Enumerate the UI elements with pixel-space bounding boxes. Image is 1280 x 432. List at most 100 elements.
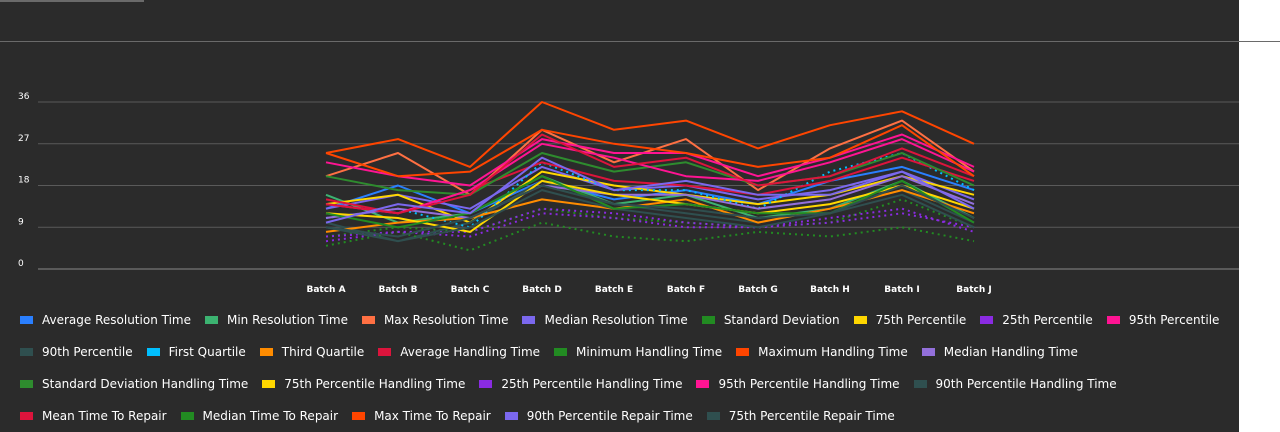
legend-item[interactable]: Maximum Handling Time xyxy=(736,338,908,366)
legend-label: Mean Time To Repair xyxy=(42,409,167,423)
y-axis-ticks: 0 9 18 27 36 xyxy=(18,92,30,269)
series-line-22[interactable] xyxy=(325,124,975,178)
series-line-13[interactable] xyxy=(325,101,975,168)
series-line-9[interactable] xyxy=(325,152,975,229)
legend-item[interactable]: 25th Percentile xyxy=(980,306,1093,334)
legend-item[interactable]: Standard Deviation Handling Time xyxy=(20,370,248,398)
legend-swatch xyxy=(180,412,194,420)
legend-label: Minimum Handling Time xyxy=(576,345,723,359)
grid-lines xyxy=(38,101,1239,270)
x-tick-label: Batch I xyxy=(884,285,919,295)
series-line-3[interactable] xyxy=(325,165,975,210)
legend-item[interactable]: 95th Percentile xyxy=(1106,306,1220,334)
legend-swatch xyxy=(853,316,867,324)
legend-swatch xyxy=(696,380,710,388)
legend-item[interactable]: Average Handling Time xyxy=(378,338,540,366)
legend-label: First Quartile xyxy=(168,345,246,359)
legend-label: Median Resolution Time xyxy=(544,313,688,327)
legend-swatch xyxy=(736,348,750,356)
legend-swatch xyxy=(522,316,536,324)
series-line-14[interactable] xyxy=(325,175,975,219)
legend-item[interactable]: First Quartile xyxy=(146,338,246,366)
legend-swatch xyxy=(20,412,33,420)
legend-swatch xyxy=(20,348,33,356)
legend-item[interactable]: Median Resolution Time xyxy=(522,306,688,334)
series-line-16[interactable] xyxy=(325,179,975,233)
legend-swatch xyxy=(204,316,218,324)
legend-label: Median Time To Repair xyxy=(202,409,339,423)
x-tick-label: Batch D xyxy=(522,285,562,295)
chart-canvas xyxy=(0,0,1239,432)
legend-swatch xyxy=(921,348,935,356)
legend-label: 75th Percentile Handling Time xyxy=(284,377,466,391)
legend-swatch xyxy=(262,380,276,388)
legend-item[interactable]: Min Resolution Time xyxy=(204,306,348,334)
legend-label: Third Quartile xyxy=(281,345,365,359)
legend-item[interactable]: Standard Deviation xyxy=(701,306,840,334)
legend-label: Median Handling Time xyxy=(943,345,1078,359)
x-tick-label: Batch F xyxy=(667,285,705,295)
legend-item[interactable]: 95th Percentile Handling Time xyxy=(696,370,900,398)
legend-label: 90th Percentile Repair Time xyxy=(526,409,693,423)
x-tick-label: Batch G xyxy=(738,285,778,295)
legend-item[interactable]: 75th Percentile Repair Time xyxy=(706,402,895,430)
legend-label: Standard Deviation Handling Time xyxy=(42,377,249,391)
legend-label: 90th Percentile Handling Time xyxy=(935,377,1117,391)
legend-item[interactable]: Median Time To Repair xyxy=(180,402,339,430)
series-lines xyxy=(325,101,975,252)
legend-swatch xyxy=(352,412,366,420)
legend-label: Max Resolution Time xyxy=(383,313,509,327)
legend-swatch xyxy=(378,348,392,356)
legend-label: Max Time To Repair xyxy=(374,409,491,423)
series-line-24[interactable] xyxy=(325,184,975,238)
legend-swatch xyxy=(479,380,493,388)
legend-item[interactable]: Max Time To Repair xyxy=(352,402,491,430)
legend-label: 25th Percentile Handling Time xyxy=(501,377,683,391)
legend-label: Min Resolution Time xyxy=(226,313,348,327)
legend-item[interactable]: Average Resolution Time xyxy=(20,306,191,334)
legend-label: Average Resolution Time xyxy=(42,313,191,327)
legend-swatch xyxy=(259,348,273,356)
legend-label: 75th Percentile xyxy=(875,313,967,327)
y-tick-label: 36 xyxy=(18,92,30,102)
legend-item[interactable]: Max Resolution Time xyxy=(361,306,509,334)
x-tick-label: Batch E xyxy=(595,285,633,295)
series-line-20[interactable] xyxy=(325,133,975,215)
top-tab-indicator xyxy=(0,0,144,2)
legend-item[interactable]: 75th Percentile xyxy=(853,306,967,334)
legend-label: 25th Percentile xyxy=(1002,313,1093,327)
series-line-23[interactable] xyxy=(325,156,975,224)
legend-label: Maximum Handling Time xyxy=(758,345,908,359)
legend-label: 90th Percentile xyxy=(42,345,133,359)
legend-swatch xyxy=(361,316,375,324)
legend-swatch xyxy=(20,316,33,324)
legend-swatch xyxy=(146,348,160,356)
series-line-18[interactable] xyxy=(325,138,975,215)
series-line-4[interactable] xyxy=(325,198,975,238)
legend-swatch xyxy=(701,316,715,324)
legend-item[interactable]: Mean Time To Repair xyxy=(20,402,167,430)
y-tick-label: 9 xyxy=(18,217,24,227)
legend-swatch xyxy=(706,412,720,420)
legend-item[interactable]: Median Handling Time xyxy=(921,338,1078,366)
series-line-7[interactable] xyxy=(325,133,975,187)
legend-item[interactable]: 90th Percentile Repair Time xyxy=(504,402,693,430)
x-tick-label: Batch B xyxy=(379,285,418,295)
legend-swatch xyxy=(980,316,994,324)
legend-label: Standard Deviation xyxy=(723,313,840,327)
legend-item[interactable]: 90th Percentile Handling Time xyxy=(913,370,1117,398)
legend-item[interactable]: 25th Percentile Handling Time xyxy=(479,370,682,398)
header-divider xyxy=(0,41,1280,42)
x-tick-label: Batch H xyxy=(810,285,850,295)
legend-label: Average Handling Time xyxy=(400,345,541,359)
series-line-19[interactable] xyxy=(325,189,975,243)
legend-item[interactable]: 75th Percentile Handling Time xyxy=(262,370,465,398)
legend-label: 95th Percentile Handling Time xyxy=(718,377,900,391)
legend-item[interactable]: Minimum Handling Time xyxy=(554,338,722,366)
legend-item[interactable]: 90th Percentile xyxy=(20,338,133,366)
legend-label: 95th Percentile xyxy=(1128,313,1220,327)
legend-swatch xyxy=(504,412,518,420)
legend-item[interactable]: Third Quartile xyxy=(259,338,365,366)
legend-swatch xyxy=(20,380,33,388)
